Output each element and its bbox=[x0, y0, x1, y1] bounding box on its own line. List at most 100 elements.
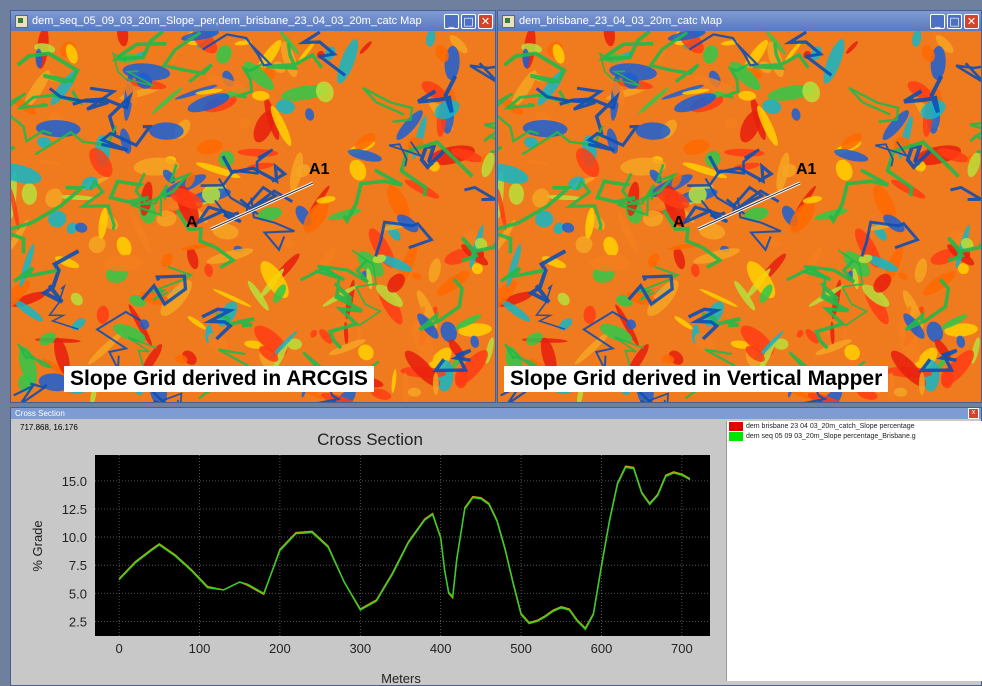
slope-patch bbox=[481, 152, 495, 178]
slope-patch bbox=[386, 185, 410, 221]
drainage-line bbox=[636, 388, 653, 402]
slope-patch bbox=[315, 81, 334, 103]
drainage-line bbox=[813, 294, 850, 350]
slope-patch bbox=[721, 40, 739, 46]
slope-patch bbox=[434, 99, 460, 120]
slope-patch bbox=[730, 340, 752, 349]
slope-patch bbox=[270, 105, 292, 146]
left-map-window[interactable]: dem_seq_05_09_03_20m_Slope_per,dem_brisb… bbox=[10, 10, 496, 403]
slope-patch bbox=[773, 338, 789, 350]
slope-patch bbox=[187, 247, 199, 270]
slope-patch bbox=[298, 40, 316, 63]
slope-patch bbox=[359, 41, 372, 54]
slope-patch bbox=[435, 44, 449, 63]
slope-patch bbox=[455, 350, 488, 386]
x-tick-label: 700 bbox=[671, 641, 693, 656]
map-caption: Slope Grid derived in ARCGIS bbox=[64, 366, 374, 392]
slope-patch bbox=[589, 254, 630, 272]
slope-patch bbox=[682, 162, 728, 179]
slope-patch bbox=[561, 222, 575, 233]
drainage-line bbox=[11, 185, 87, 254]
slope-patch bbox=[436, 271, 470, 296]
slope-patch bbox=[387, 273, 405, 293]
drainage-line bbox=[637, 265, 681, 302]
slope-patch bbox=[402, 372, 410, 402]
drainage-line bbox=[194, 205, 242, 226]
drainage-line bbox=[233, 63, 263, 99]
slope-patch bbox=[247, 280, 269, 311]
cross-section-chart[interactable]: Cross Section 0 100 200 300 400 500 600 700 2.5… bbox=[10, 418, 730, 686]
drainage-line bbox=[680, 205, 729, 226]
slope-patch bbox=[71, 318, 86, 331]
minimize-button[interactable]: _ bbox=[444, 13, 459, 29]
legend-item[interactable]: dem brisbane 23 04 03_20m_catch_Slope pe… bbox=[727, 421, 982, 431]
slope-patch bbox=[287, 338, 303, 350]
slope-patch bbox=[776, 152, 790, 192]
slope-patch bbox=[411, 272, 422, 280]
chart-legend: dem brisbane 23 04 03_20m_catch_Slope pe… bbox=[726, 421, 982, 681]
drainage-line bbox=[417, 75, 458, 113]
left-slope-map[interactable]: A1 A Slope Grid derived in ARCGIS bbox=[11, 31, 495, 402]
slope-patch bbox=[375, 284, 404, 307]
drainage-line bbox=[149, 388, 166, 402]
slope-patch bbox=[603, 236, 619, 257]
drainage-line bbox=[48, 283, 79, 331]
drainage-line bbox=[374, 220, 434, 257]
close-button[interactable]: ✕ bbox=[478, 13, 493, 29]
drainage-line bbox=[342, 168, 403, 225]
minimize-button[interactable]: _ bbox=[930, 13, 945, 29]
slope-patch bbox=[865, 255, 899, 272]
slope-patch bbox=[305, 108, 315, 121]
slope-patch bbox=[259, 346, 279, 362]
drainage-line bbox=[239, 185, 293, 209]
slope-patch bbox=[257, 207, 283, 221]
slope-patch bbox=[626, 319, 636, 330]
close-button[interactable]: ✕ bbox=[964, 13, 979, 29]
drainage-line bbox=[504, 343, 539, 369]
x-tick-label: 400 bbox=[430, 641, 452, 656]
drainage-line bbox=[950, 185, 981, 202]
slope-patch bbox=[404, 179, 440, 199]
slope-patch bbox=[279, 31, 300, 55]
drainage-line bbox=[918, 348, 958, 373]
drainage-line bbox=[620, 163, 679, 205]
drainage-line bbox=[11, 92, 53, 144]
slope-patch bbox=[451, 148, 483, 163]
maximize-button[interactable]: □ bbox=[947, 13, 962, 29]
drainage-line bbox=[112, 51, 155, 87]
slope-patch bbox=[501, 300, 530, 322]
y-axis-label: % Grade bbox=[30, 520, 45, 571]
legend-item[interactable]: dem seq 05 09 03_20m_Slope percentage_Br… bbox=[727, 431, 982, 441]
drainage-line bbox=[662, 208, 724, 270]
slope-patch bbox=[238, 117, 251, 129]
slope-patch bbox=[372, 254, 387, 264]
slope-patch bbox=[956, 335, 966, 348]
drainage-line bbox=[687, 148, 760, 187]
slope-patch bbox=[11, 188, 20, 231]
drainage-line bbox=[78, 178, 116, 231]
slope-patch bbox=[843, 326, 848, 343]
slope-patch bbox=[151, 86, 183, 114]
drainage-line bbox=[48, 86, 118, 111]
slope-patch bbox=[937, 148, 969, 163]
slope-patch bbox=[873, 273, 892, 293]
slope-patch bbox=[693, 75, 738, 95]
slope-patch bbox=[413, 323, 434, 363]
x-tick-label: 100 bbox=[189, 641, 211, 656]
slope-patch bbox=[354, 132, 376, 151]
legend-swatch-red bbox=[729, 421, 743, 431]
right-map-titlebar[interactable]: dem_brisbane_23_04_03_20m_catc Map _ □ ✕ bbox=[498, 11, 981, 31]
drainage-line bbox=[483, 122, 495, 153]
slope-patch bbox=[38, 160, 61, 166]
left-map-titlebar[interactable]: dem_seq_05_09_03_20m_Slope_per,dem_brisb… bbox=[11, 11, 495, 31]
right-slope-map[interactable]: A1 A Slope Grid derived in Vertical Mapp… bbox=[498, 31, 981, 402]
cross-section-titlebar[interactable]: Cross Section x bbox=[11, 408, 981, 419]
slope-patch bbox=[102, 254, 143, 272]
slope-patch bbox=[683, 139, 710, 155]
maximize-button[interactable]: □ bbox=[461, 13, 476, 29]
slope-patch bbox=[122, 63, 171, 81]
slope-patch bbox=[357, 326, 362, 343]
right-map-window[interactable]: dem_brisbane_23_04_03_20m_catc Map _ □ ✕… bbox=[497, 10, 982, 403]
slope-patch bbox=[919, 372, 925, 396]
close-icon[interactable]: x bbox=[968, 408, 979, 419]
